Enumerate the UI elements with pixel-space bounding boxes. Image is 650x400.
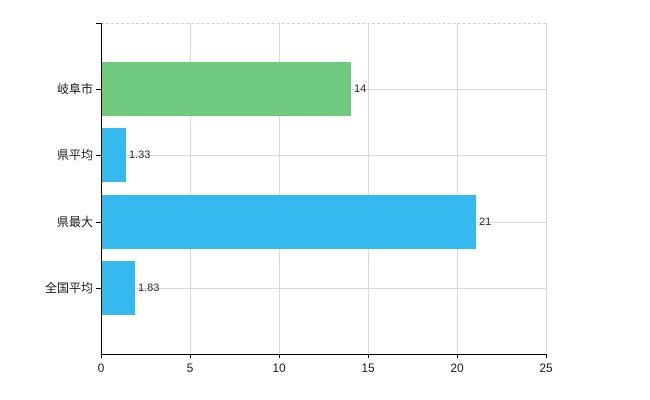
category-label: 県最大	[56, 215, 93, 229]
x-axis-tick	[546, 354, 547, 358]
x-gridline	[190, 23, 191, 354]
bar-value-label: 1.33	[129, 149, 151, 161]
x-gridline	[368, 23, 369, 354]
bar-value-label: 14	[354, 83, 367, 95]
category-label: 岐阜市	[56, 82, 93, 96]
x-gridline	[457, 23, 458, 354]
bar-value-label: 1.83	[138, 282, 160, 294]
bar-県最大	[102, 195, 476, 249]
x-axis-tick	[101, 354, 102, 358]
y-axis-tick	[96, 89, 101, 90]
y-axis-tick	[96, 222, 101, 223]
x-tick-label: 25	[539, 361, 553, 375]
x-tick-label: 20	[450, 361, 464, 375]
x-tick-label: 0	[97, 361, 105, 375]
category-label: 県平均	[56, 148, 93, 162]
y-gridline	[101, 155, 546, 156]
x-axis-tick	[279, 354, 280, 358]
y-axis-line	[101, 23, 102, 355]
x-tick-label: 5	[186, 361, 194, 375]
x-tick-label: 10	[272, 361, 286, 375]
x-gridline	[546, 23, 547, 354]
x-axis-tick	[457, 354, 458, 358]
plot-top-border	[101, 23, 546, 24]
y-axis-end-tick	[96, 23, 101, 24]
y-axis-tick	[96, 288, 101, 289]
y-axis-tick	[96, 155, 101, 156]
bar-岐阜市	[102, 62, 351, 116]
x-axis-tick	[190, 354, 191, 358]
x-axis-tick	[368, 354, 369, 358]
category-label: 全国平均	[44, 281, 93, 295]
x-gridline	[279, 23, 280, 354]
bar-県平均	[102, 128, 126, 182]
y-gridline	[101, 288, 546, 289]
x-tick-label: 15	[361, 361, 375, 375]
x-axis-line	[101, 354, 547, 355]
bar-value-label: 21	[479, 216, 492, 228]
bar-全国平均	[102, 261, 135, 315]
